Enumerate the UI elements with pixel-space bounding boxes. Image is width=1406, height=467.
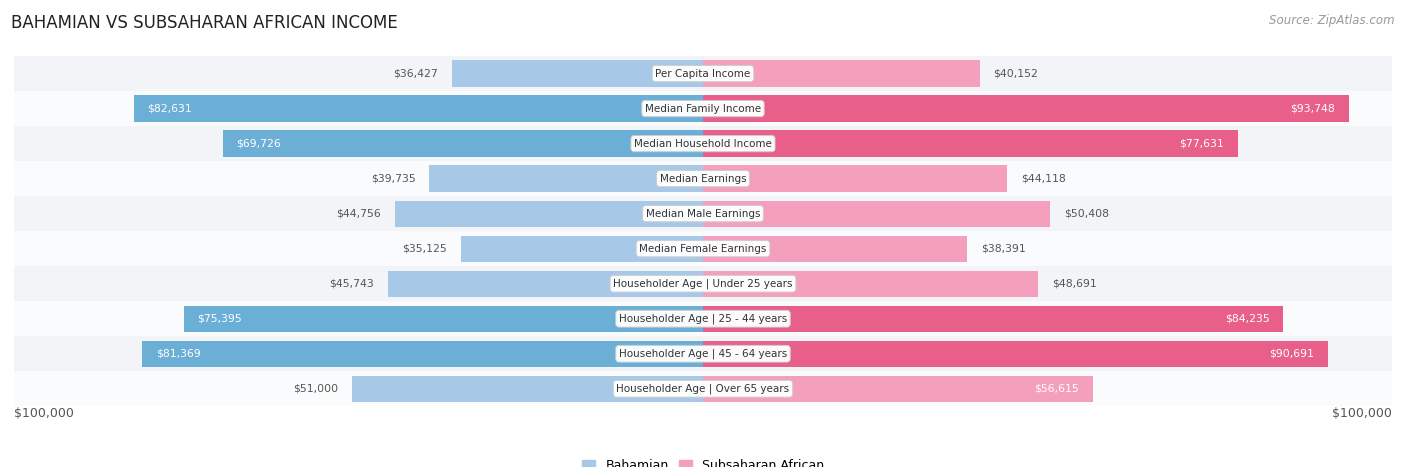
Bar [703, 270, 1039, 297]
Text: $50,408: $50,408 [1064, 209, 1109, 219]
Text: $100,000: $100,000 [14, 407, 75, 420]
Text: $75,395: $75,395 [197, 314, 242, 324]
FancyBboxPatch shape [14, 266, 1392, 301]
Text: Householder Age | Over 65 years: Householder Age | Over 65 years [616, 383, 790, 394]
FancyBboxPatch shape [14, 161, 1392, 196]
Text: $93,748: $93,748 [1291, 104, 1336, 113]
Bar [703, 200, 1050, 227]
Text: $38,391: $38,391 [981, 244, 1026, 254]
Text: $45,743: $45,743 [329, 279, 374, 289]
Bar [703, 130, 1237, 157]
Text: Median Earnings: Median Earnings [659, 174, 747, 184]
Text: $40,152: $40,152 [994, 69, 1038, 78]
Text: $44,118: $44,118 [1021, 174, 1066, 184]
Bar [134, 95, 703, 122]
Text: $77,631: $77,631 [1180, 139, 1225, 149]
Text: Source: ZipAtlas.com: Source: ZipAtlas.com [1270, 14, 1395, 27]
Text: Householder Age | Under 25 years: Householder Age | Under 25 years [613, 278, 793, 289]
Text: Householder Age | 25 - 44 years: Householder Age | 25 - 44 years [619, 313, 787, 324]
Text: Median Household Income: Median Household Income [634, 139, 772, 149]
Text: $51,000: $51,000 [292, 384, 337, 394]
Bar [461, 235, 703, 262]
Bar [395, 200, 703, 227]
Bar [703, 305, 1284, 332]
Text: $82,631: $82,631 [148, 104, 193, 113]
FancyBboxPatch shape [14, 336, 1392, 371]
Text: BAHAMIAN VS SUBSAHARAN AFRICAN INCOME: BAHAMIAN VS SUBSAHARAN AFRICAN INCOME [11, 14, 398, 32]
Bar [222, 130, 703, 157]
Text: $100,000: $100,000 [1331, 407, 1392, 420]
Bar [703, 165, 1007, 192]
Text: $39,735: $39,735 [371, 174, 415, 184]
Text: Per Capita Income: Per Capita Income [655, 69, 751, 78]
FancyBboxPatch shape [14, 91, 1392, 126]
Legend: Bahamian, Subsaharan African: Bahamian, Subsaharan African [576, 454, 830, 467]
Text: $44,756: $44,756 [336, 209, 381, 219]
Text: Median Female Earnings: Median Female Earnings [640, 244, 766, 254]
Bar [352, 375, 703, 402]
Text: $81,369: $81,369 [156, 349, 201, 359]
Text: Median Male Earnings: Median Male Earnings [645, 209, 761, 219]
Text: $90,691: $90,691 [1270, 349, 1315, 359]
Text: $36,427: $36,427 [394, 69, 439, 78]
Bar [142, 340, 703, 367]
Bar [703, 375, 1092, 402]
FancyBboxPatch shape [14, 231, 1392, 266]
FancyBboxPatch shape [14, 126, 1392, 161]
Bar [703, 95, 1348, 122]
FancyBboxPatch shape [14, 196, 1392, 231]
Text: $69,726: $69,726 [236, 139, 281, 149]
Bar [184, 305, 703, 332]
FancyBboxPatch shape [14, 371, 1392, 406]
Text: $84,235: $84,235 [1225, 314, 1270, 324]
Text: Median Family Income: Median Family Income [645, 104, 761, 113]
Text: $48,691: $48,691 [1052, 279, 1097, 289]
Bar [703, 235, 967, 262]
Bar [429, 165, 703, 192]
FancyBboxPatch shape [14, 56, 1392, 91]
FancyBboxPatch shape [14, 301, 1392, 336]
Text: $56,615: $56,615 [1035, 384, 1080, 394]
Text: Householder Age | 45 - 64 years: Householder Age | 45 - 64 years [619, 348, 787, 359]
Bar [388, 270, 703, 297]
Bar [703, 60, 980, 87]
Bar [703, 340, 1327, 367]
Bar [453, 60, 703, 87]
Text: $35,125: $35,125 [402, 244, 447, 254]
